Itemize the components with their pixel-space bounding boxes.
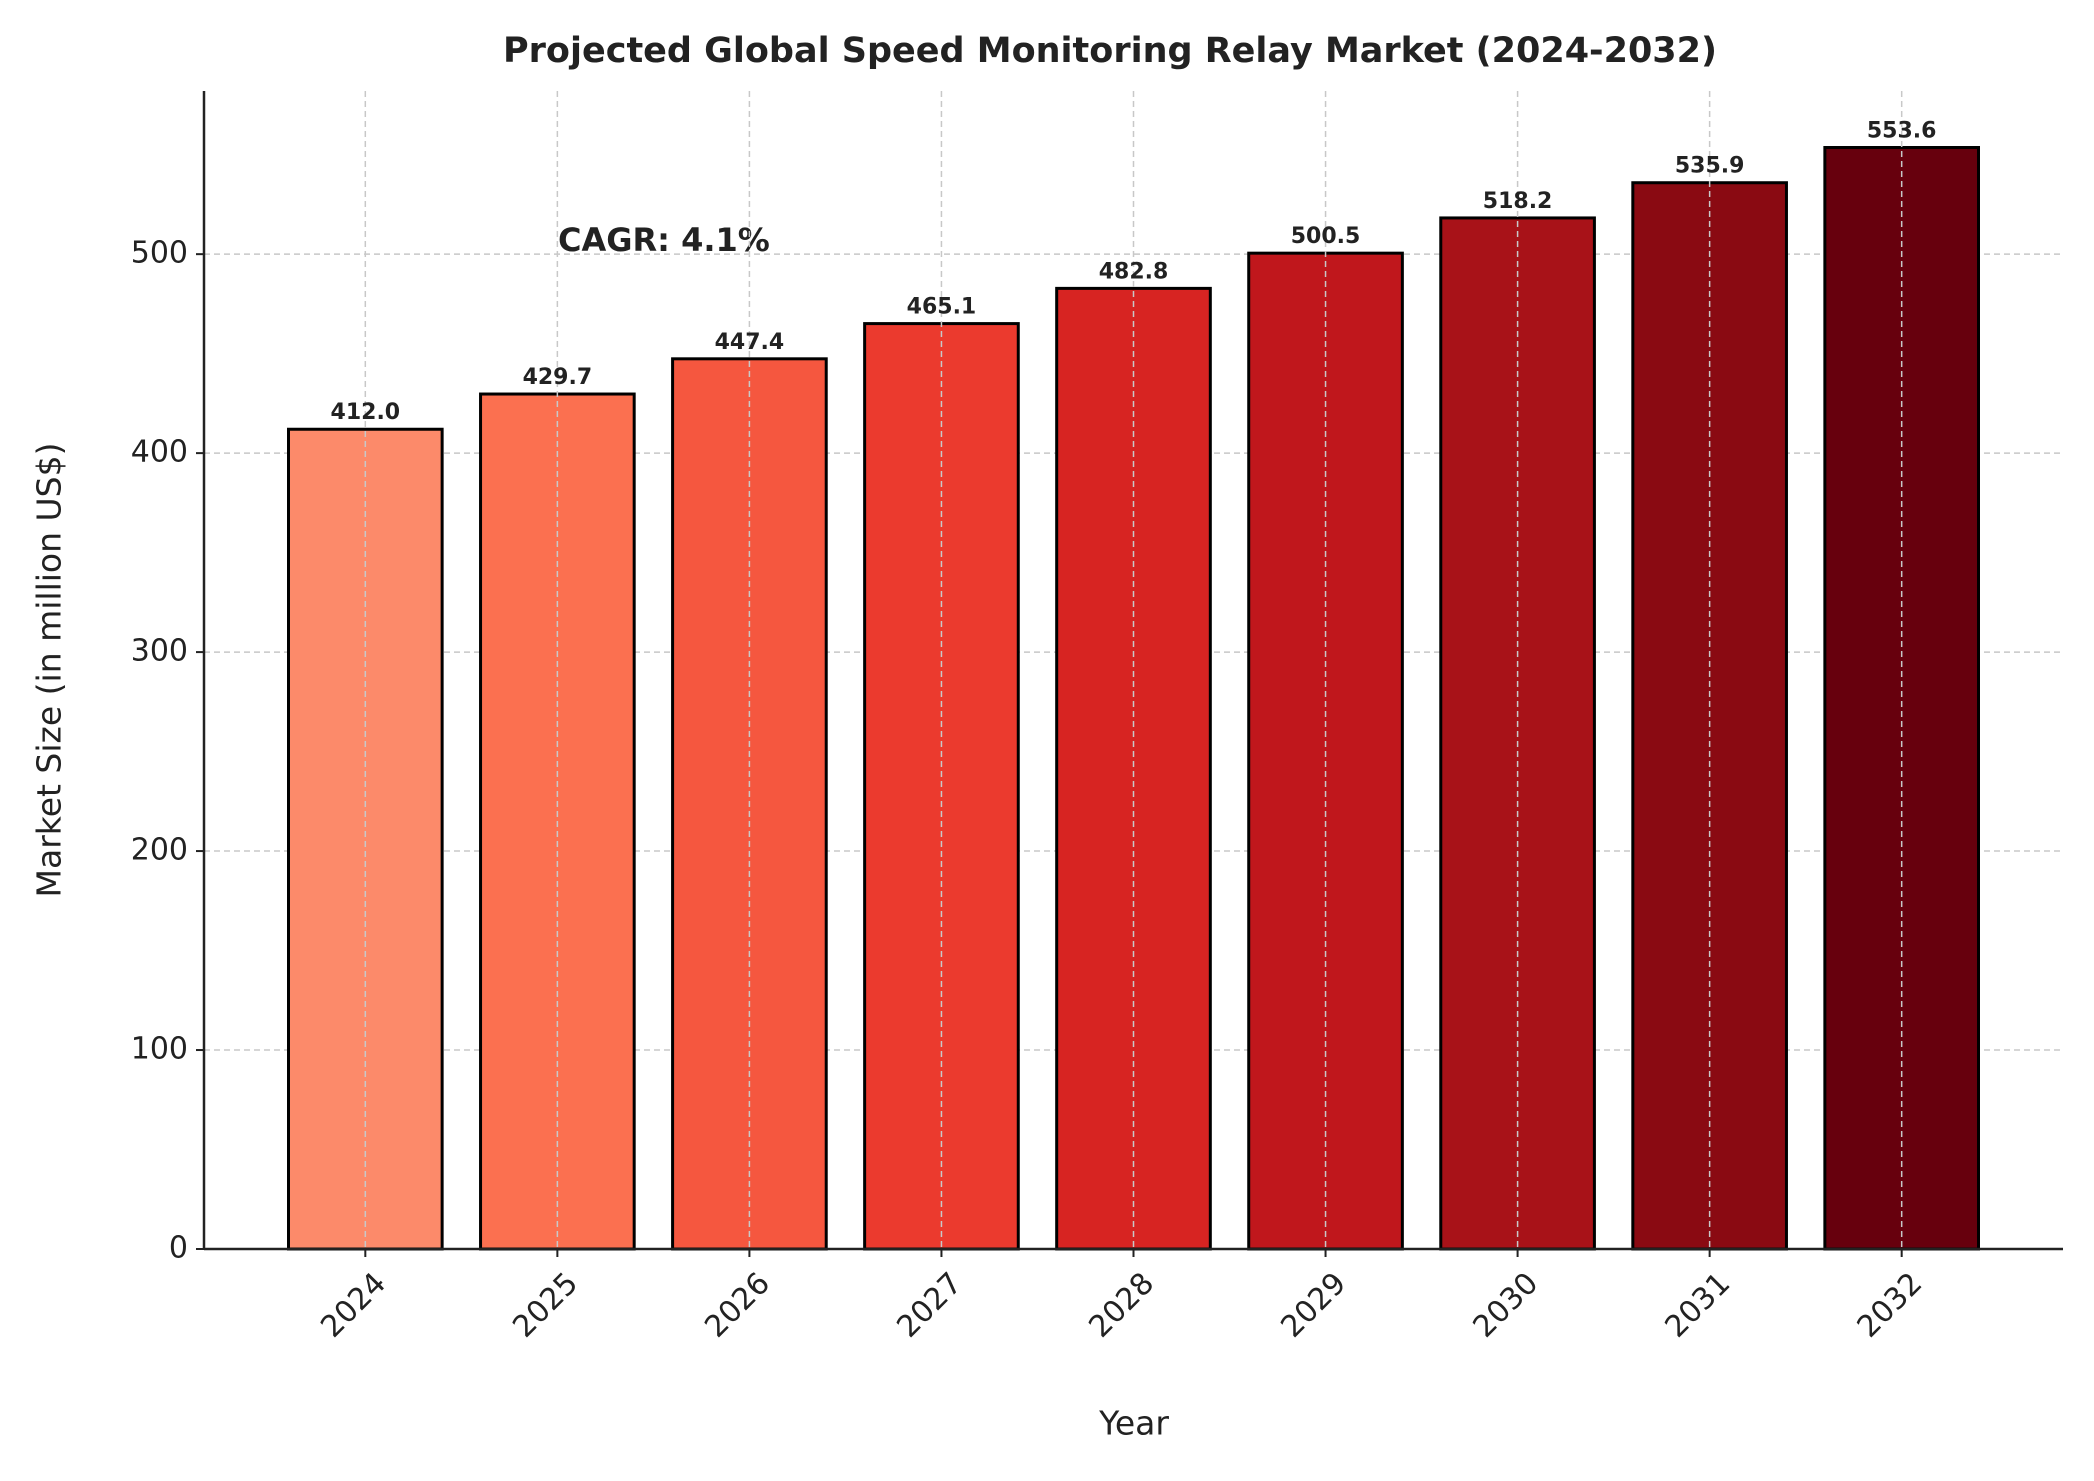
value-label: 429.7 — [523, 365, 593, 390]
value-label: 518.2 — [1483, 189, 1553, 214]
x-tick-label: 2029 — [1274, 1266, 1353, 1345]
value-label: 553.6 — [1867, 119, 1937, 144]
value-label: 447.4 — [715, 330, 785, 355]
annotation: CAGR: 4.1% — [558, 221, 770, 259]
y-tick-label: 400 — [131, 435, 188, 470]
y-tick-label: 200 — [131, 833, 188, 868]
y-axis-label: Market Size (in million US$) — [30, 443, 69, 898]
value-label: 535.9 — [1675, 154, 1745, 179]
value-label: 500.5 — [1291, 224, 1361, 249]
y-tick-label: 500 — [131, 236, 188, 271]
x-axis-label: Year — [1098, 1404, 1169, 1443]
x-tick-label: 2030 — [1467, 1266, 1546, 1345]
chart-title: Projected Global Speed Monitoring Relay … — [503, 31, 1717, 71]
x-tick-label: 2031 — [1659, 1266, 1738, 1345]
x-tick-label: 2026 — [698, 1266, 777, 1345]
bar — [1055, 286, 1212, 1251]
x-tick-label: 2024 — [314, 1266, 393, 1345]
x-tick-label: 2027 — [890, 1266, 969, 1345]
y-tick-label: 300 — [131, 634, 188, 669]
x-tick-label: 2025 — [506, 1266, 585, 1345]
x-tick-label: 2028 — [1082, 1266, 1161, 1345]
value-label: 412.0 — [331, 400, 401, 425]
value-label: 465.1 — [907, 295, 977, 320]
x-tick-label: 2032 — [1851, 1266, 1930, 1345]
y-tick-label: 100 — [131, 1032, 188, 1067]
value-label: 482.8 — [1099, 259, 1169, 284]
y-tick-label: 0 — [169, 1231, 188, 1266]
